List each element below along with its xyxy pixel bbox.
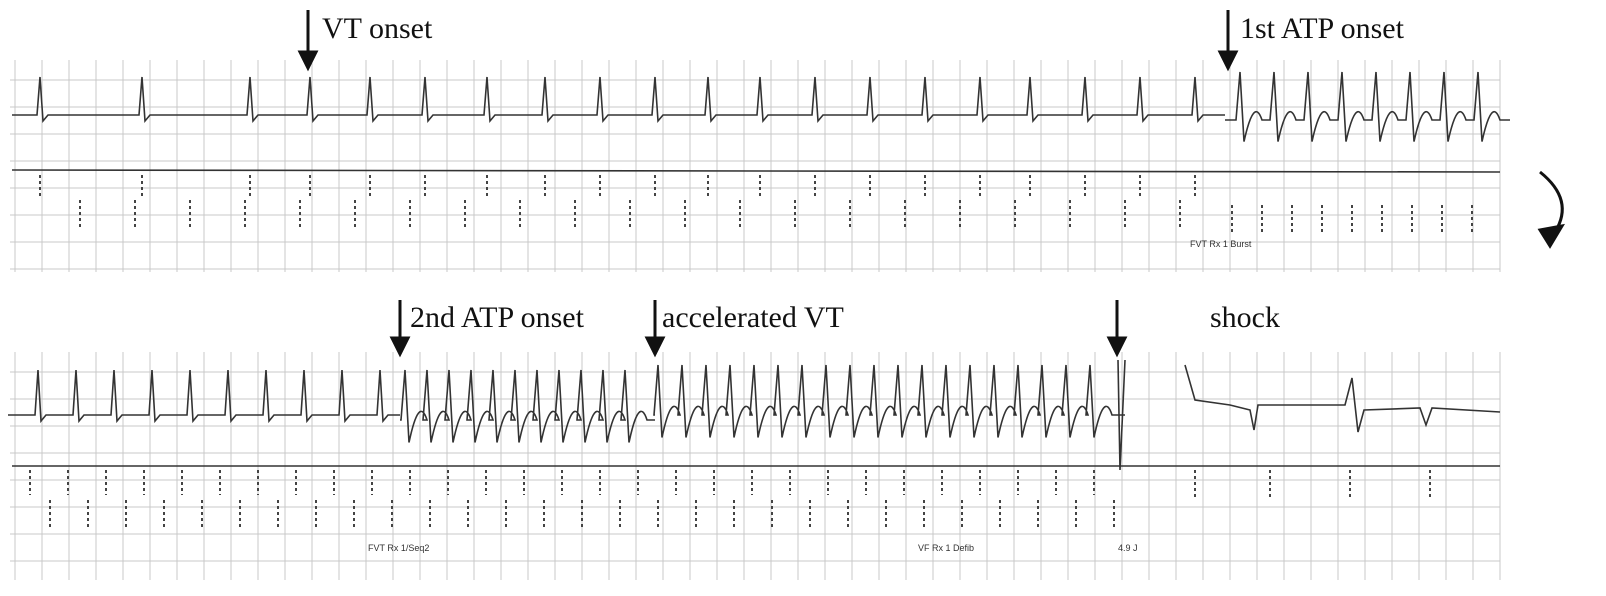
annotation: 1st ATP onset — [1240, 12, 1405, 45]
annotation: shock — [1210, 301, 1280, 334]
annotation: accelerated VT — [662, 301, 844, 334]
annotation: VT onset — [322, 12, 433, 45]
marker-label: VF Rx 1 Defib — [918, 543, 974, 553]
ecg-figure: VT onset 1st ATP onset 2nd ATP onset acc… — [0, 0, 1606, 596]
marker-baseline — [12, 170, 1500, 172]
marker-label: 4.9 J — [1118, 543, 1138, 553]
marker-label: FVT Rx 1/Seq2 — [368, 543, 429, 553]
ecg-trace — [654, 365, 1125, 438]
ecg-trace — [12, 77, 1225, 121]
annotation: 2nd ATP onset — [410, 301, 585, 334]
marker-label: FVT Rx 1 Burst — [1190, 239, 1252, 249]
